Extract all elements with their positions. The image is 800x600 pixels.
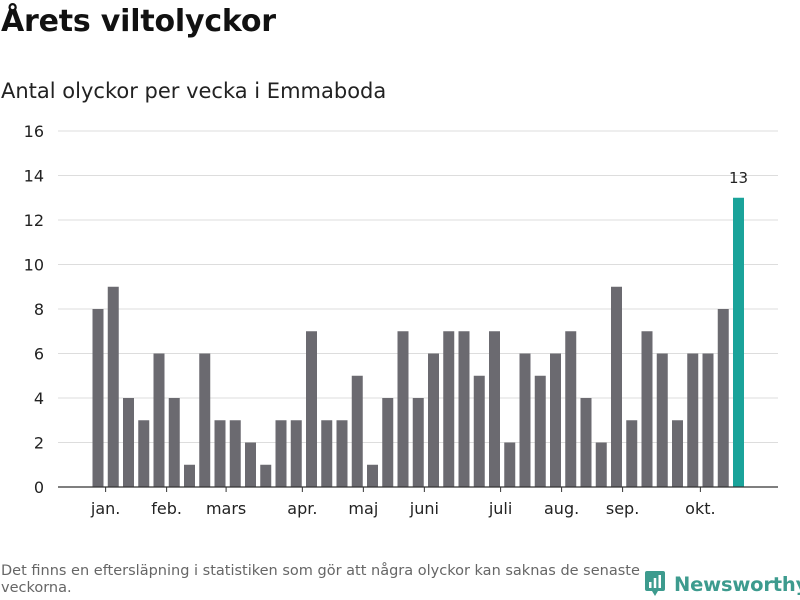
bar: [382, 398, 394, 487]
bar: [534, 375, 546, 487]
y-tick-label: 4: [34, 389, 44, 408]
bar: [214, 420, 226, 487]
x-tick-label: jan.: [90, 499, 120, 518]
bar: [245, 442, 256, 487]
bar: [656, 353, 668, 487]
x-tick-label: okt.: [685, 499, 715, 518]
bar: [168, 398, 180, 487]
bars: [92, 197, 744, 487]
bar: [580, 398, 592, 487]
bar: [702, 353, 714, 487]
y-axis-ticks: 0 2 4 6 8 10 12 14 16: [24, 122, 44, 497]
bar: [595, 442, 607, 487]
x-tick-label: juni: [409, 499, 439, 518]
bar: [107, 286, 119, 487]
bar: [550, 353, 561, 487]
bar: [290, 420, 302, 487]
bar: [519, 353, 531, 487]
x-axis: jan. feb. mars apr. maj juni juli aug. sep. okt.: [58, 486, 778, 518]
bar: [123, 398, 134, 487]
bar: [489, 331, 500, 487]
bar: [672, 420, 683, 487]
bar: [351, 375, 363, 487]
y-tick-label: 14: [24, 167, 44, 186]
chart-subtitle: Antal olyckor per vecka i Emmaboda: [1, 79, 387, 103]
data-label-highlight: 13: [729, 169, 748, 187]
gridlines: [58, 130, 778, 443]
bar: [443, 331, 455, 487]
bar: [458, 331, 470, 487]
bar: [611, 286, 622, 487]
bar: [199, 353, 211, 487]
bar: [397, 331, 409, 487]
brand-logo[interactable]: Newsworthy: [643, 570, 800, 598]
bar: [504, 442, 516, 487]
x-tick-label: sep.: [606, 499, 639, 518]
brand-name: Newsworthy: [674, 572, 800, 596]
bar: [641, 331, 653, 487]
bar: [229, 420, 241, 487]
x-tick-label: apr.: [287, 499, 317, 518]
bar: [260, 464, 272, 487]
bar: [565, 331, 577, 487]
bar: [153, 353, 165, 487]
bar: [473, 375, 485, 487]
y-tick-label: 6: [34, 345, 44, 364]
bar: [275, 420, 287, 487]
y-tick-label: 8: [34, 300, 44, 319]
x-tick-label: maj: [348, 499, 378, 518]
bar-chart: 0 2 4 6 8 10 12 14 16 jan. feb. mars apr. maj juni jul…: [24, 122, 778, 518]
x-tick-label: juli: [488, 499, 512, 518]
bar: [626, 420, 638, 487]
bar: [412, 398, 424, 487]
chart-title: Årets viltolyckor: [1, 4, 276, 39]
footnote: Det finns en eftersläpning i statistiken…: [1, 563, 640, 596]
bar: [92, 309, 104, 487]
x-tick-label: feb.: [151, 499, 182, 518]
x-tick-label: mars: [206, 499, 246, 518]
x-tick-label: aug.: [544, 499, 579, 518]
bar: [321, 420, 333, 487]
data-labels: 13: [729, 169, 748, 187]
y-tick-label: 16: [24, 122, 44, 141]
y-tick-label: 12: [24, 211, 44, 230]
y-tick-label: 2: [34, 434, 44, 453]
bar: [717, 309, 729, 487]
y-tick-label: 10: [24, 256, 44, 275]
bar: [306, 331, 317, 487]
bar: [336, 420, 348, 487]
bar: [184, 464, 195, 487]
bar-highlight: [733, 197, 744, 487]
bar: [687, 353, 699, 487]
bar: [428, 353, 439, 487]
bar: [138, 420, 150, 487]
bar: [367, 464, 378, 487]
newsworthy-logo-icon: [645, 571, 665, 596]
y-tick-label: 0: [34, 478, 44, 497]
